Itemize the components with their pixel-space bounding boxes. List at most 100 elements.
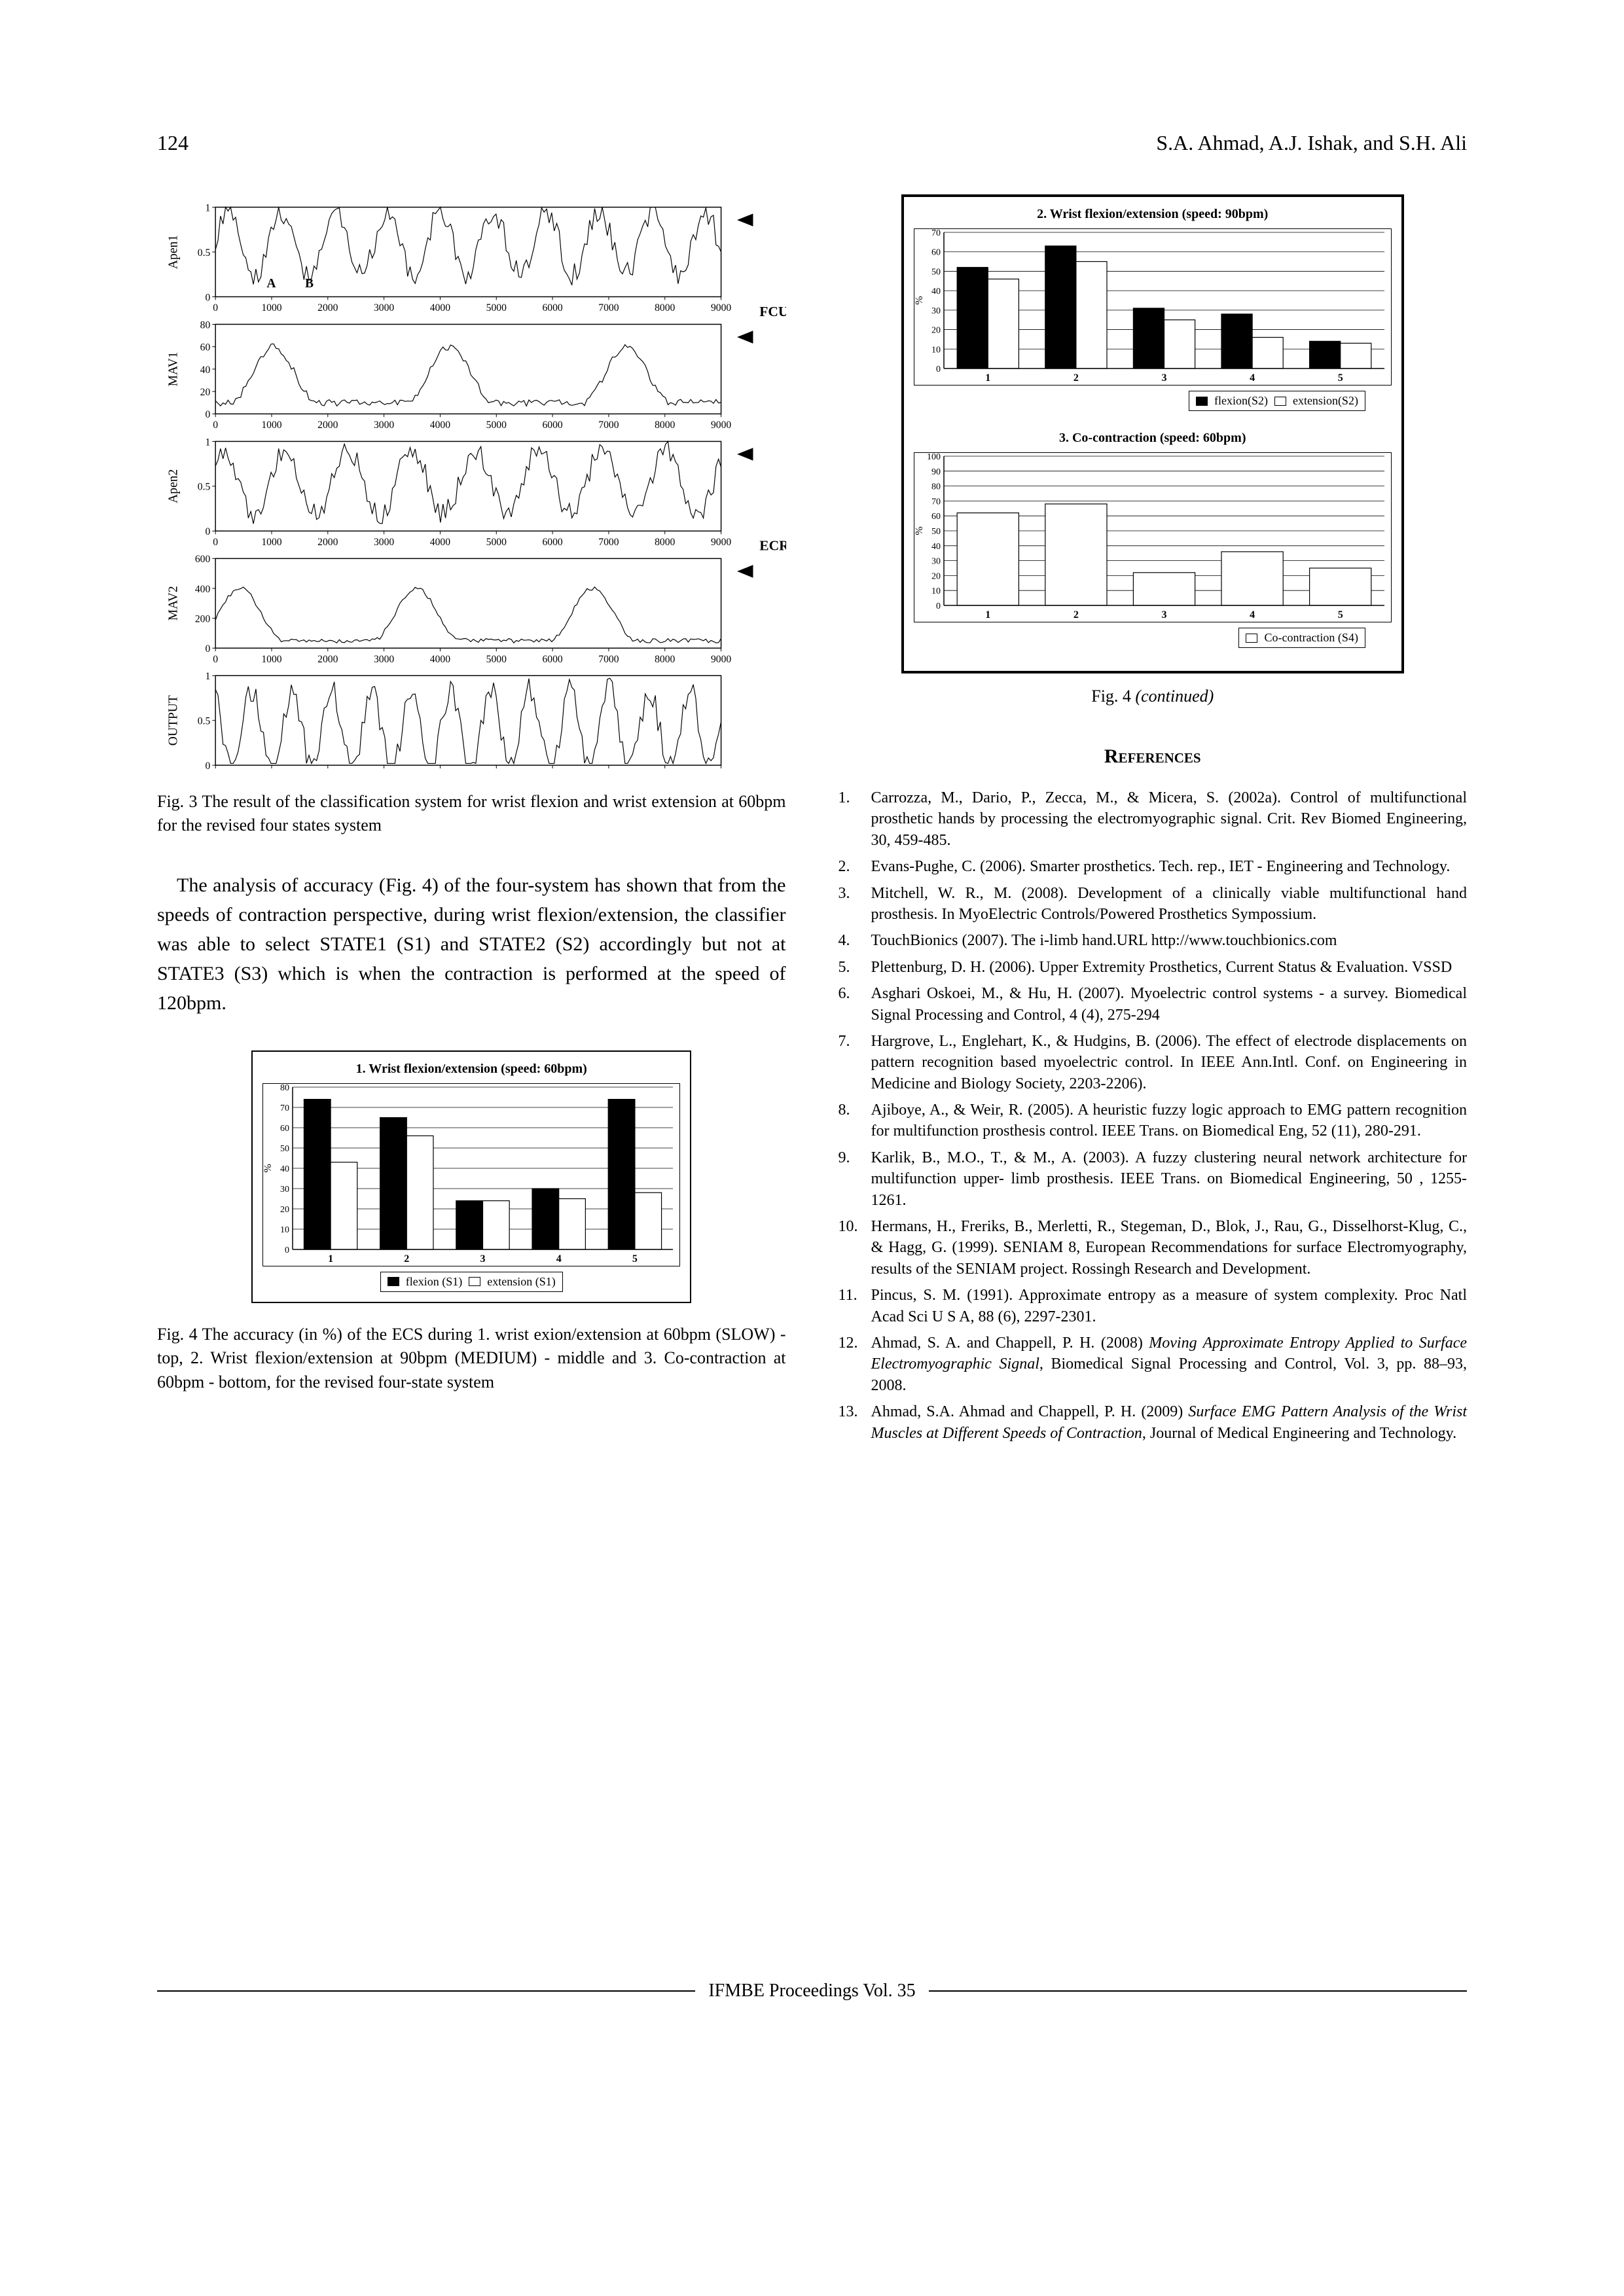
figure-3-svg: Apen100.51010002000300040005000600070008… xyxy=(157,194,786,770)
reference-item: 2.Evans-Pughe, C. (2006). Smarter prosth… xyxy=(839,856,1468,877)
legend-swatch-white xyxy=(1246,634,1257,643)
figure-4-caption: Fig. 4 The accuracy (in %) of the ECS du… xyxy=(157,1323,786,1394)
fig4-chart1-title: 1. Wrist flexion/extension (speed: 60bpm… xyxy=(262,1062,680,1077)
legend-label-2: extension(S2) xyxy=(1293,394,1358,408)
svg-text:0.5: 0.5 xyxy=(198,716,211,727)
svg-text:4: 4 xyxy=(1250,609,1255,620)
reference-item: 11.Pincus, S. M. (1991). Approximate ent… xyxy=(839,1285,1468,1327)
reference-text: Mitchell, W. R., M. (2008). Development … xyxy=(871,883,1468,925)
svg-text:MAV1: MAV1 xyxy=(166,351,180,386)
fig4-chart2-legend-wrap: flexion(S2) extension(S2) xyxy=(914,386,1392,411)
svg-text:20: 20 xyxy=(200,387,211,398)
page-header: 124 S.A. Ahmad, A.J. Ishak, and S.H. Ali xyxy=(157,131,1467,155)
fig4-chart3-plot: 0102030405060708090100%12345 xyxy=(914,452,1392,622)
svg-text:0.5: 0.5 xyxy=(198,482,211,493)
svg-text:20: 20 xyxy=(280,1205,289,1215)
svg-text:0: 0 xyxy=(206,292,211,303)
svg-text:2000: 2000 xyxy=(317,654,338,665)
svg-text:60: 60 xyxy=(200,342,211,353)
svg-text:0: 0 xyxy=(206,761,211,770)
svg-text:5000: 5000 xyxy=(486,302,507,314)
figure-3-caption: Fig. 3 The result of the classification … xyxy=(157,790,786,838)
svg-text:9000: 9000 xyxy=(711,302,731,314)
svg-text:4000: 4000 xyxy=(430,302,450,314)
footer-rule-right xyxy=(929,1990,1467,1992)
svg-text:3: 3 xyxy=(1161,609,1166,620)
svg-text:MAV2: MAV2 xyxy=(166,586,180,620)
svg-text:8000: 8000 xyxy=(655,537,675,548)
svg-text:FCU: FCU xyxy=(759,304,785,319)
fig4-chart3-box: 3. Co-contraction (speed: 60bpm) 0102030… xyxy=(911,427,1395,651)
svg-text:A: A xyxy=(266,277,276,291)
svg-text:ECR: ECR xyxy=(759,538,785,554)
reference-text: Asghari Oskoei, M., & Hu, H. (2007). Myo… xyxy=(871,983,1468,1026)
reference-number: 2. xyxy=(839,856,871,877)
svg-text:20: 20 xyxy=(931,571,941,581)
svg-text:0: 0 xyxy=(213,420,218,431)
svg-text:70: 70 xyxy=(931,229,941,238)
svg-text:10: 10 xyxy=(931,586,941,596)
svg-text:4000: 4000 xyxy=(430,537,450,548)
reference-item: 1.Carrozza, M., Dario, P., Zecca, M., & … xyxy=(839,787,1468,851)
svg-text:0: 0 xyxy=(213,302,218,314)
svg-text:5: 5 xyxy=(1337,372,1343,384)
svg-text:0: 0 xyxy=(206,526,211,537)
reference-text: TouchBionics (2007). The i-limb hand.URL… xyxy=(871,930,1468,951)
svg-text:4: 4 xyxy=(556,1253,562,1265)
legend-label-1: Co-contraction (S4) xyxy=(1264,631,1358,645)
svg-text:80: 80 xyxy=(931,482,941,492)
svg-text:0: 0 xyxy=(213,537,218,548)
reference-text: Evans-Pughe, C. (2006). Smarter prosthet… xyxy=(871,856,1468,877)
svg-text:600: 600 xyxy=(195,554,211,565)
svg-text:10: 10 xyxy=(280,1225,289,1235)
footer-rule-left xyxy=(157,1990,695,1992)
references-list: 1.Carrozza, M., Dario, P., Zecca, M., & … xyxy=(839,787,1468,1444)
svg-text:60: 60 xyxy=(931,248,941,258)
fig4-chart3-title: 3. Co-contraction (speed: 60bpm) xyxy=(914,431,1392,446)
reference-item: 5.Plettenburg, D. H. (2006). Upper Extre… xyxy=(839,957,1468,978)
reference-number: 12. xyxy=(839,1333,871,1396)
svg-text:70: 70 xyxy=(280,1103,289,1113)
reference-item: 10.Hermans, H., Freriks, B., Merletti, R… xyxy=(839,1216,1468,1280)
legend-swatch-black xyxy=(388,1277,399,1286)
svg-text:7000: 7000 xyxy=(598,302,619,314)
reference-text: Ahmad, S. A. and Chappell, P. H. (2008) … xyxy=(871,1333,1468,1396)
svg-text:30: 30 xyxy=(931,557,941,567)
svg-text:4000: 4000 xyxy=(430,654,450,665)
reference-number: 10. xyxy=(839,1216,871,1280)
svg-text:40: 40 xyxy=(931,287,941,296)
reference-number: 4. xyxy=(839,930,871,951)
svg-text:60: 60 xyxy=(280,1124,289,1134)
fig4-chart2-box: 2. Wrist flexion/extension (speed: 90bpm… xyxy=(911,204,1395,414)
reference-text: Ahmad, S.A. Ahmad and Chappell, P. H. (2… xyxy=(871,1401,1468,1444)
svg-text:1: 1 xyxy=(985,609,990,620)
page-authors: S.A. Ahmad, A.J. Ishak, and S.H. Ali xyxy=(1156,131,1467,155)
right-column: 2. Wrist flexion/extension (speed: 90bpm… xyxy=(839,194,1468,1449)
reference-item: 12.Ahmad, S. A. and Chappell, P. H. (200… xyxy=(839,1333,1468,1396)
svg-text:0: 0 xyxy=(285,1246,289,1255)
svg-text:40: 40 xyxy=(931,542,941,552)
svg-text:6000: 6000 xyxy=(542,302,562,314)
reference-item: 8.Ajiboye, A., & Weir, R. (2005). A heur… xyxy=(839,1100,1468,1142)
fig4-chart1-legend-wrap: flexion (S1) extension (S1) xyxy=(262,1266,680,1292)
svg-text:6000: 6000 xyxy=(542,654,562,665)
svg-text:1: 1 xyxy=(328,1253,333,1265)
svg-text:90: 90 xyxy=(931,467,941,477)
svg-text:20: 20 xyxy=(931,326,941,336)
svg-text:5000: 5000 xyxy=(486,420,507,431)
svg-text:3000: 3000 xyxy=(374,537,394,548)
reference-number: 6. xyxy=(839,983,871,1026)
svg-text:1000: 1000 xyxy=(261,537,281,548)
reference-text: Karlik, B., M.O., T., & M., A. (2003). A… xyxy=(871,1147,1468,1211)
page-footer: IFMBE Proceedings Vol. 35 xyxy=(157,1981,1467,2001)
svg-text:30: 30 xyxy=(280,1185,289,1194)
reference-text: Hermans, H., Freriks, B., Merletti, R., … xyxy=(871,1216,1468,1280)
svg-text:50: 50 xyxy=(280,1144,289,1154)
reference-text: Hargrove, L., Englehart, K., & Hudgins, … xyxy=(871,1031,1468,1094)
reference-number: 13. xyxy=(839,1401,871,1444)
svg-text:0: 0 xyxy=(213,654,218,665)
fig4-chart1-box: 1. Wrist flexion/extension (speed: 60bpm… xyxy=(251,1050,691,1303)
fig4-continued-container: 2. Wrist flexion/extension (speed: 90bpm… xyxy=(901,194,1404,673)
svg-text:50: 50 xyxy=(931,267,941,277)
svg-text:80: 80 xyxy=(280,1084,289,1093)
